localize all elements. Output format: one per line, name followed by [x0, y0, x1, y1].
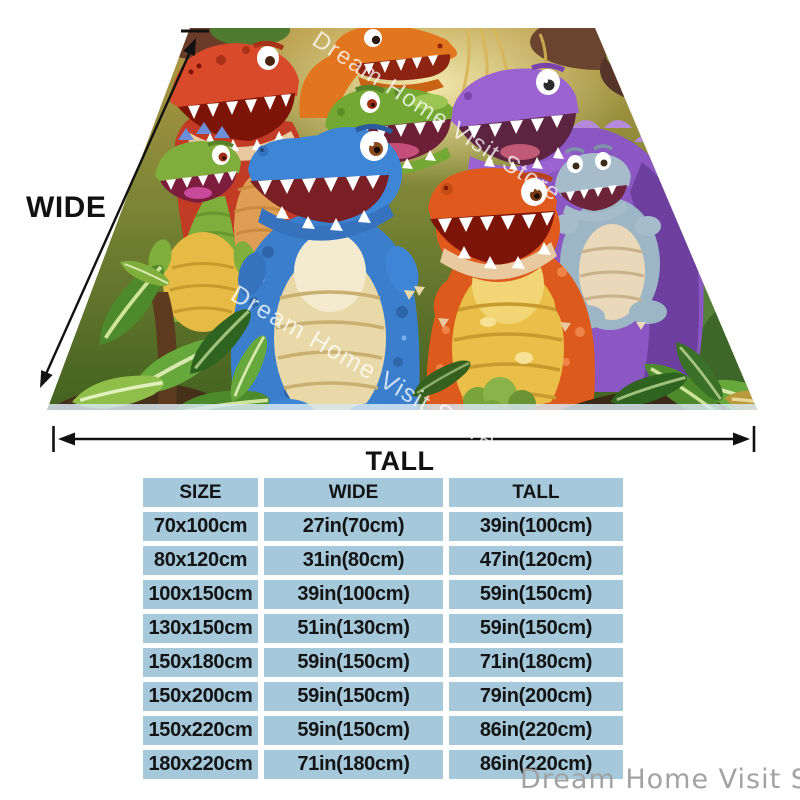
wide-cell: 51in(130cm)	[264, 614, 443, 643]
tall-cell: 86in(220cm)	[449, 716, 623, 745]
tall-cell: 71in(180cm)	[449, 648, 623, 677]
dinosaur-artwork	[47, 28, 757, 410]
wide-cell: 39in(100cm)	[264, 580, 443, 609]
store-name-text: Dream Home Visit Store	[520, 764, 800, 795]
tall-cell: 47in(120cm)	[449, 546, 623, 575]
wide-cell: 31in(80cm)	[264, 546, 443, 575]
wide-cell: 59in(150cm)	[264, 682, 443, 711]
wide-dimension-label: WIDE	[26, 191, 107, 224]
size-cell: 150x180cm	[143, 648, 258, 677]
size-cell: 130x150cm	[143, 614, 258, 643]
wide-cell: 27in(70cm)	[264, 512, 443, 541]
size-cell: 80x120cm	[143, 546, 258, 575]
size-table-header-wide: WIDE	[264, 478, 443, 507]
gray-dinosaur	[553, 144, 667, 334]
tall-cell: 59in(150cm)	[449, 614, 623, 643]
size-cell: 70x100cm	[143, 512, 258, 541]
orange-trex-dinosaur	[426, 168, 595, 410]
size-cell: 150x200cm	[143, 682, 258, 711]
tall-cell: 39in(100cm)	[449, 512, 623, 541]
size-cell: 150x220cm	[143, 716, 258, 745]
wide-cell: 59in(150cm)	[264, 716, 443, 745]
tall-cell: 86in(220cm)	[449, 750, 623, 779]
size-table: SIZE WIDE TALL 70x100cm 27in(70cm) 39in(…	[143, 478, 623, 779]
size-cell: 180x220cm	[143, 750, 258, 779]
tall-cell: 59in(150cm)	[449, 580, 623, 609]
tall-dimension-label: TALL	[365, 446, 435, 476]
size-table-header-size: SIZE	[143, 478, 258, 507]
blue-dinosaur	[230, 124, 425, 410]
wide-cell: 71in(180cm)	[264, 750, 443, 779]
size-table-header-tall: TALL	[449, 478, 623, 507]
size-cell: 100x150cm	[143, 580, 258, 609]
product-image-dinosaur-blanket	[47, 28, 757, 410]
tall-cell: 79in(200cm)	[449, 682, 623, 711]
wide-cell: 59in(150cm)	[264, 648, 443, 677]
